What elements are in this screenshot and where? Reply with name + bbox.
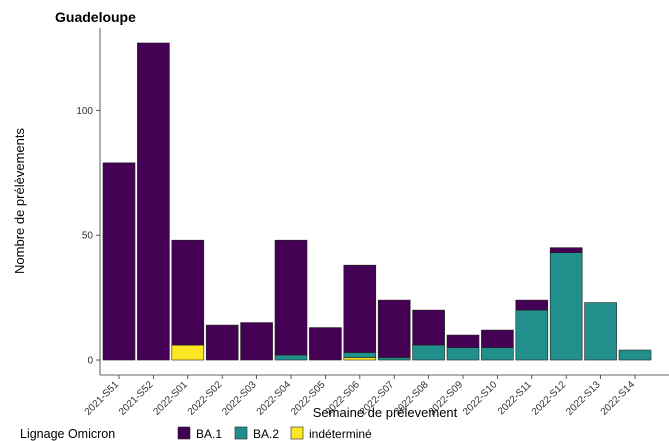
bar-segment xyxy=(343,357,377,361)
bar-segment xyxy=(205,324,239,361)
chart-title: Guadeloupe xyxy=(55,9,136,25)
bar-segment xyxy=(343,352,377,358)
y-ticks: 0 50 100 xyxy=(76,106,100,367)
legend-label: BA.1 xyxy=(196,427,222,441)
legend-title: Lignage Omicron xyxy=(20,427,115,441)
x-axis-label: Semaine de prélevement xyxy=(313,405,458,420)
bar-segment xyxy=(137,42,170,361)
x-tick-label: 2022-S10 xyxy=(461,379,500,418)
bar-segment xyxy=(412,344,445,361)
x-tick-label: 2022-S12 xyxy=(530,379,569,418)
bar-segment xyxy=(584,302,617,361)
bar-segment xyxy=(171,239,205,346)
bar-segment xyxy=(274,239,308,356)
bar-segment xyxy=(343,264,377,353)
y-tick-label: 0 xyxy=(87,356,93,367)
bars xyxy=(102,42,652,361)
bar-segment xyxy=(446,347,480,361)
bar-segment xyxy=(481,347,514,361)
x-tick-label: 2022-S11 xyxy=(496,379,534,417)
bar-segment xyxy=(171,344,205,361)
x-tick-label: 2021-S52 xyxy=(117,379,156,418)
legend: Lignage Omicron BA.1 BA.2 indéterminé xyxy=(20,426,372,441)
bar-segment xyxy=(412,309,445,346)
bar-segment xyxy=(515,299,549,311)
bar-segment xyxy=(618,349,652,361)
bar-segment xyxy=(377,357,411,361)
x-tick-label: 2022-S02 xyxy=(186,379,225,418)
bar-segment xyxy=(240,322,273,361)
bar-segment xyxy=(377,299,411,358)
x-tick-label: 2022-S14 xyxy=(599,379,638,418)
x-tick-label: 2021-S51 xyxy=(83,379,122,418)
x-tick-label: 2022-S01 xyxy=(151,379,190,418)
x-tick-label: 2022-S13 xyxy=(564,379,603,418)
bar-segment xyxy=(515,309,549,361)
legend-swatch xyxy=(290,426,304,440)
legend-label: BA.2 xyxy=(253,427,279,441)
legend-label: indéterminé xyxy=(309,427,372,441)
bar-segment xyxy=(481,329,514,348)
x-tick-label: 2022-S03 xyxy=(220,379,259,418)
x-tick-label: 2022-S04 xyxy=(255,379,294,418)
y-tick-label: 100 xyxy=(76,106,93,117)
bar-segment xyxy=(274,354,308,361)
y-axis-label: Nombre de prélèvements xyxy=(12,128,27,274)
bar-segment xyxy=(549,252,583,361)
bar-segment xyxy=(549,247,583,253)
bar-segment xyxy=(102,162,136,361)
bar-segment xyxy=(446,334,480,348)
legend-swatch xyxy=(177,426,191,440)
legend-swatch xyxy=(234,426,248,440)
bar-segment xyxy=(309,327,342,361)
y-tick-label: 50 xyxy=(82,231,94,242)
